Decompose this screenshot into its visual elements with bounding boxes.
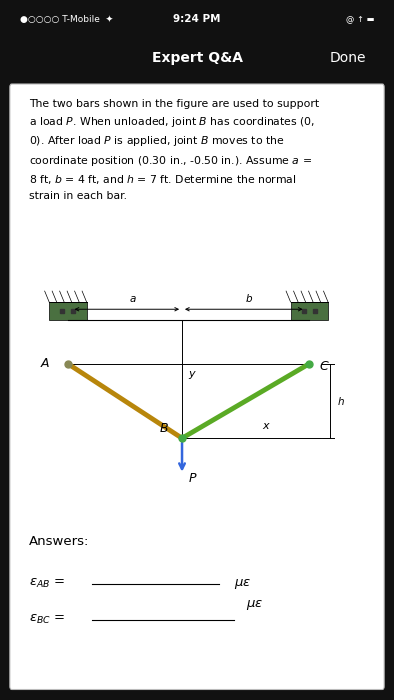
Text: $x$: $x$ (262, 421, 271, 431)
Text: $\mu\varepsilon$: $\mu\varepsilon$ (234, 577, 252, 591)
Text: Answers:: Answers: (28, 535, 89, 548)
Text: $a$: $a$ (128, 295, 136, 304)
Polygon shape (49, 302, 87, 320)
Text: $y$: $y$ (188, 369, 197, 381)
Text: $B$: $B$ (159, 422, 169, 435)
Text: $P$: $P$ (188, 472, 197, 484)
Polygon shape (290, 302, 328, 320)
Text: $\varepsilon_{BC}$ =: $\varepsilon_{BC}$ = (28, 613, 65, 626)
Text: 9:24 PM: 9:24 PM (173, 14, 221, 24)
Text: ●○○○○ T-Mobile  ✦: ●○○○○ T-Mobile ✦ (20, 15, 113, 24)
Text: The two bars shown in the figure are used to support
a load $P$. When unloaded, : The two bars shown in the figure are use… (28, 99, 319, 200)
Text: $\varepsilon_{AB}$ =: $\varepsilon_{AB}$ = (28, 577, 65, 590)
Text: Expert Q&A: Expert Q&A (152, 51, 242, 65)
Text: $A$: $A$ (40, 357, 50, 370)
Text: $\mu\varepsilon$: $\mu\varepsilon$ (245, 598, 263, 612)
Text: $b$: $b$ (245, 293, 253, 304)
FancyBboxPatch shape (10, 84, 384, 690)
Text: $h$: $h$ (337, 395, 345, 407)
Text: $C$: $C$ (319, 360, 329, 373)
Text: @ ↑ ▬: @ ↑ ▬ (346, 15, 374, 24)
Text: Done: Done (330, 51, 366, 65)
